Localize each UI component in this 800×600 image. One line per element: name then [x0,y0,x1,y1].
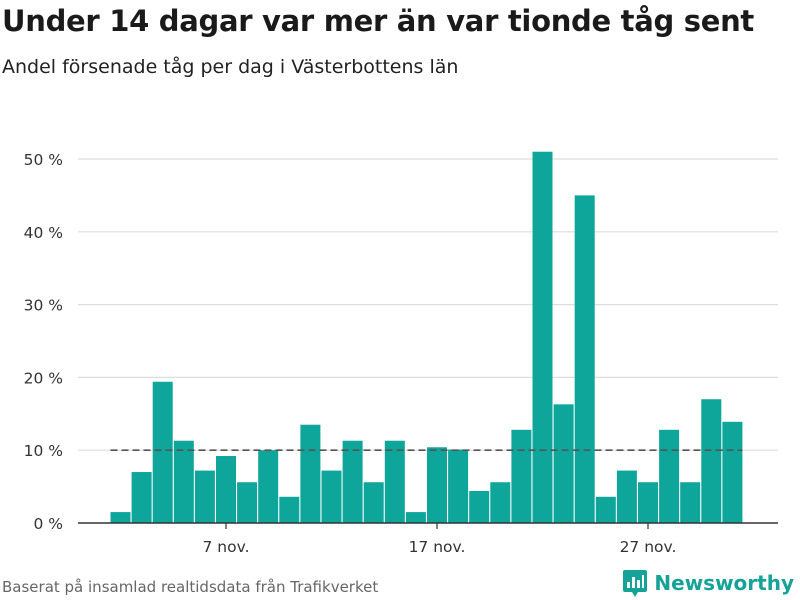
bar [131,472,152,523]
source-note: Baserat på insamlad realtidsdata från Tr… [2,578,379,596]
x-axis-ticks: 7 nov. 17 nov. 27 nov. [203,523,677,556]
bars [110,151,743,523]
bar [321,470,342,523]
bar [194,470,215,523]
bar [110,512,131,523]
y-tick-label: 20 % [24,369,63,387]
y-tick-label: 10 % [24,442,63,460]
x-tick-label: 17 nov. [409,538,466,556]
bar [237,482,258,523]
bar [152,381,173,523]
bar [722,421,743,523]
bar [532,151,553,523]
bar [490,482,511,523]
bar [511,429,532,523]
bar [701,399,722,523]
x-tick-label: 7 nov. [203,538,250,556]
y-tick-label: 40 % [24,224,63,242]
y-tick-label: 0 % [33,515,63,533]
bar [279,496,300,523]
newsworthy-logo-icon [623,570,648,597]
brand-name: Newsworthy [654,571,794,595]
chart-subtitle: Andel försenade tåg per dag i Västerbott… [2,56,459,78]
bar [469,490,490,523]
bar [680,482,701,523]
bar [216,456,236,523]
bar [300,424,321,523]
bar [638,482,658,523]
bar [595,496,616,523]
chart-title: Under 14 dagar var mer än var tionde tåg… [2,4,754,38]
gridlines [78,158,778,451]
bar [173,440,194,523]
bar [384,440,405,523]
bar [342,440,363,523]
brand-logo-link[interactable]: Newsworthy [622,568,794,598]
y-tick-label: 30 % [24,297,63,315]
bar [405,512,426,523]
y-tick-label: 50 % [24,151,63,169]
bar [258,450,279,523]
bar [574,195,595,523]
bar [616,470,637,523]
bar [448,449,469,523]
bar [553,404,574,523]
y-axis-ticks: 0 % 10 % 20 % 30 % 40 % 50 % [24,151,63,533]
x-tick-label: 27 nov. [620,538,677,556]
bar [659,429,680,523]
bar [427,447,447,523]
bar [363,482,384,523]
